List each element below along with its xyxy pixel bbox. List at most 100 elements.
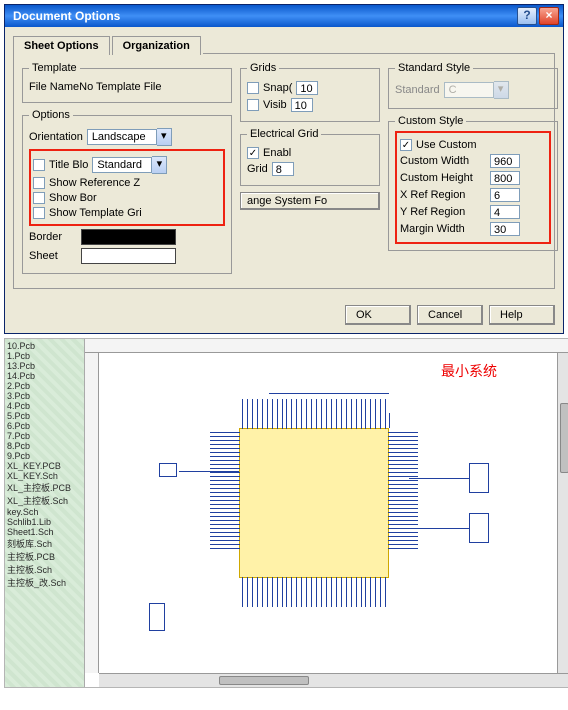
main-chip [239, 428, 389, 578]
border-label: Border [29, 231, 77, 243]
visib-checkbox[interactable] [247, 99, 259, 111]
component [469, 463, 489, 493]
file-item[interactable]: XL_KEY.PCB [7, 461, 82, 471]
file-item[interactable]: Schlib1.Lib [7, 517, 82, 527]
right-column: Standard Style Standard C ▾ Custom Style [388, 62, 558, 280]
workspace: 10.Pcb1.Pcb13.Pcb14.Pcb2.Pcb3.Pcb4.Pcb5.… [4, 338, 568, 688]
schematic-canvas[interactable]: 最小系统 [85, 339, 568, 687]
file-item[interactable]: XL_主控板.Sch [7, 494, 82, 507]
file-item[interactable]: 5.Pcb [7, 411, 82, 421]
options-fieldset: Options Orientation Landscape ▾ Title [22, 109, 232, 274]
custom-row-value[interactable]: 30 [490, 222, 520, 236]
show-border-checkbox[interactable] [33, 192, 45, 204]
wire [409, 528, 469, 529]
tab-panel: Template File NameNo Template File Optio… [13, 54, 555, 289]
visib-value[interactable]: 10 [291, 98, 313, 112]
sheet-label: Sheet [29, 250, 77, 262]
custom-row-value[interactable]: 800 [490, 171, 520, 185]
standard-value: C [444, 82, 494, 98]
scroll-thumb[interactable] [560, 403, 568, 473]
custom-style-legend: Custom Style [395, 115, 466, 127]
file-item[interactable]: 9.Pcb [7, 451, 82, 461]
tab-organization[interactable]: Organization [112, 36, 201, 55]
scrollbar-horizontal[interactable] [99, 673, 568, 687]
left-column: Template File NameNo Template File Optio… [22, 62, 232, 280]
ok-button[interactable]: OK [345, 305, 411, 325]
file-item[interactable]: 4.Pcb [7, 401, 82, 411]
visib-label: Visib [263, 99, 287, 111]
enable-egrid-label: Enabl [263, 147, 291, 159]
file-item[interactable]: 2.Pcb [7, 381, 82, 391]
titlebar: Document Options ? × [5, 5, 563, 27]
orientation-value: Landscape [87, 129, 157, 145]
file-item[interactable]: 主控板_改.Sch [7, 576, 82, 589]
file-item[interactable]: 主控板.PCB [7, 550, 82, 563]
file-item[interactable]: 6.Pcb [7, 421, 82, 431]
custom-row-label: Margin Width [400, 223, 486, 235]
scroll-thumb[interactable] [219, 676, 309, 685]
help-titlebtn[interactable]: ? [517, 7, 537, 25]
custom-row-label: Custom Height [400, 172, 486, 184]
scrollbar-vertical[interactable] [557, 353, 568, 673]
custom-row-value[interactable]: 960 [490, 154, 520, 168]
wire [179, 471, 239, 472]
middle-column: Grids Snap( 10 Visib 10 Ele [240, 62, 380, 280]
use-custom-checkbox[interactable] [400, 139, 412, 151]
file-item[interactable]: 14.Pcb [7, 371, 82, 381]
dialog-buttons: OK Cancel Help [5, 297, 563, 333]
chevron-down-icon: ▾ [494, 81, 509, 99]
file-item[interactable]: 13.Pcb [7, 361, 82, 371]
custom-row-value[interactable]: 4 [490, 205, 520, 219]
file-item[interactable]: XL_主控板.PCB [7, 481, 82, 494]
grids-legend: Grids [247, 62, 279, 74]
cancel-button[interactable]: Cancel [417, 305, 483, 325]
template-legend: Template [29, 62, 80, 74]
title-text: Document Options [13, 9, 120, 23]
tab-sheet-options[interactable]: Sheet Options [13, 36, 110, 55]
sheet-color-swatch[interactable] [81, 248, 176, 264]
show-reference-checkbox[interactable] [33, 177, 45, 189]
standard-dropdown: C ▾ [444, 81, 509, 99]
show-template-checkbox[interactable] [33, 207, 45, 219]
standard-style-legend: Standard Style [395, 62, 473, 74]
chevron-down-icon[interactable]: ▾ [152, 156, 167, 174]
file-item[interactable]: 7.Pcb [7, 431, 82, 441]
titleblock-checkbox[interactable] [33, 159, 45, 171]
file-item[interactable]: 1.Pcb [7, 351, 82, 361]
custom-row-label: X Ref Region [400, 189, 486, 201]
dialog-body: Sheet Options Organization Template File… [5, 27, 563, 297]
schematic-area: 最小系统 [99, 353, 557, 673]
titleblock-label: Title Blo [49, 159, 88, 171]
file-item[interactable]: 刻板库.Sch [7, 537, 82, 550]
standard-label: Standard [395, 84, 440, 96]
ruler-horizontal [85, 339, 568, 353]
change-system-font-button[interactable]: ange System Fo [240, 192, 380, 210]
file-item[interactable]: Sheet1.Sch [7, 527, 82, 537]
title-buttons: ? × [517, 7, 559, 25]
file-item[interactable]: 10.Pcb [7, 341, 82, 351]
component [149, 603, 165, 631]
file-item[interactable]: 主控板.Sch [7, 563, 82, 576]
help-button[interactable]: Help [489, 305, 555, 325]
file-item[interactable]: key.Sch [7, 507, 82, 517]
snap-value[interactable]: 10 [296, 81, 318, 95]
file-item[interactable]: XL_KEY.Sch [7, 471, 82, 481]
border-color-swatch[interactable] [81, 229, 176, 245]
options-legend: Options [29, 109, 73, 121]
chevron-down-icon[interactable]: ▾ [157, 128, 172, 146]
file-item[interactable]: 8.Pcb [7, 441, 82, 451]
egrid-value[interactable]: 8 [272, 162, 294, 176]
show-template-label: Show Template Gri [49, 207, 142, 219]
file-tree[interactable]: 10.Pcb1.Pcb13.Pcb14.Pcb2.Pcb3.Pcb4.Pcb5.… [5, 339, 85, 687]
close-icon[interactable]: × [539, 7, 559, 25]
component [159, 463, 177, 477]
snap-checkbox[interactable] [247, 82, 259, 94]
custom-row-value[interactable]: 6 [490, 188, 520, 202]
titleblock-value: Standard [92, 157, 152, 173]
enable-egrid-checkbox[interactable] [247, 147, 259, 159]
ruler-vertical [85, 353, 99, 673]
egrid-label: Grid [247, 163, 268, 175]
file-item[interactable]: 3.Pcb [7, 391, 82, 401]
titleblock-dropdown[interactable]: Standard ▾ [92, 156, 167, 174]
orientation-dropdown[interactable]: Landscape ▾ [87, 128, 172, 146]
